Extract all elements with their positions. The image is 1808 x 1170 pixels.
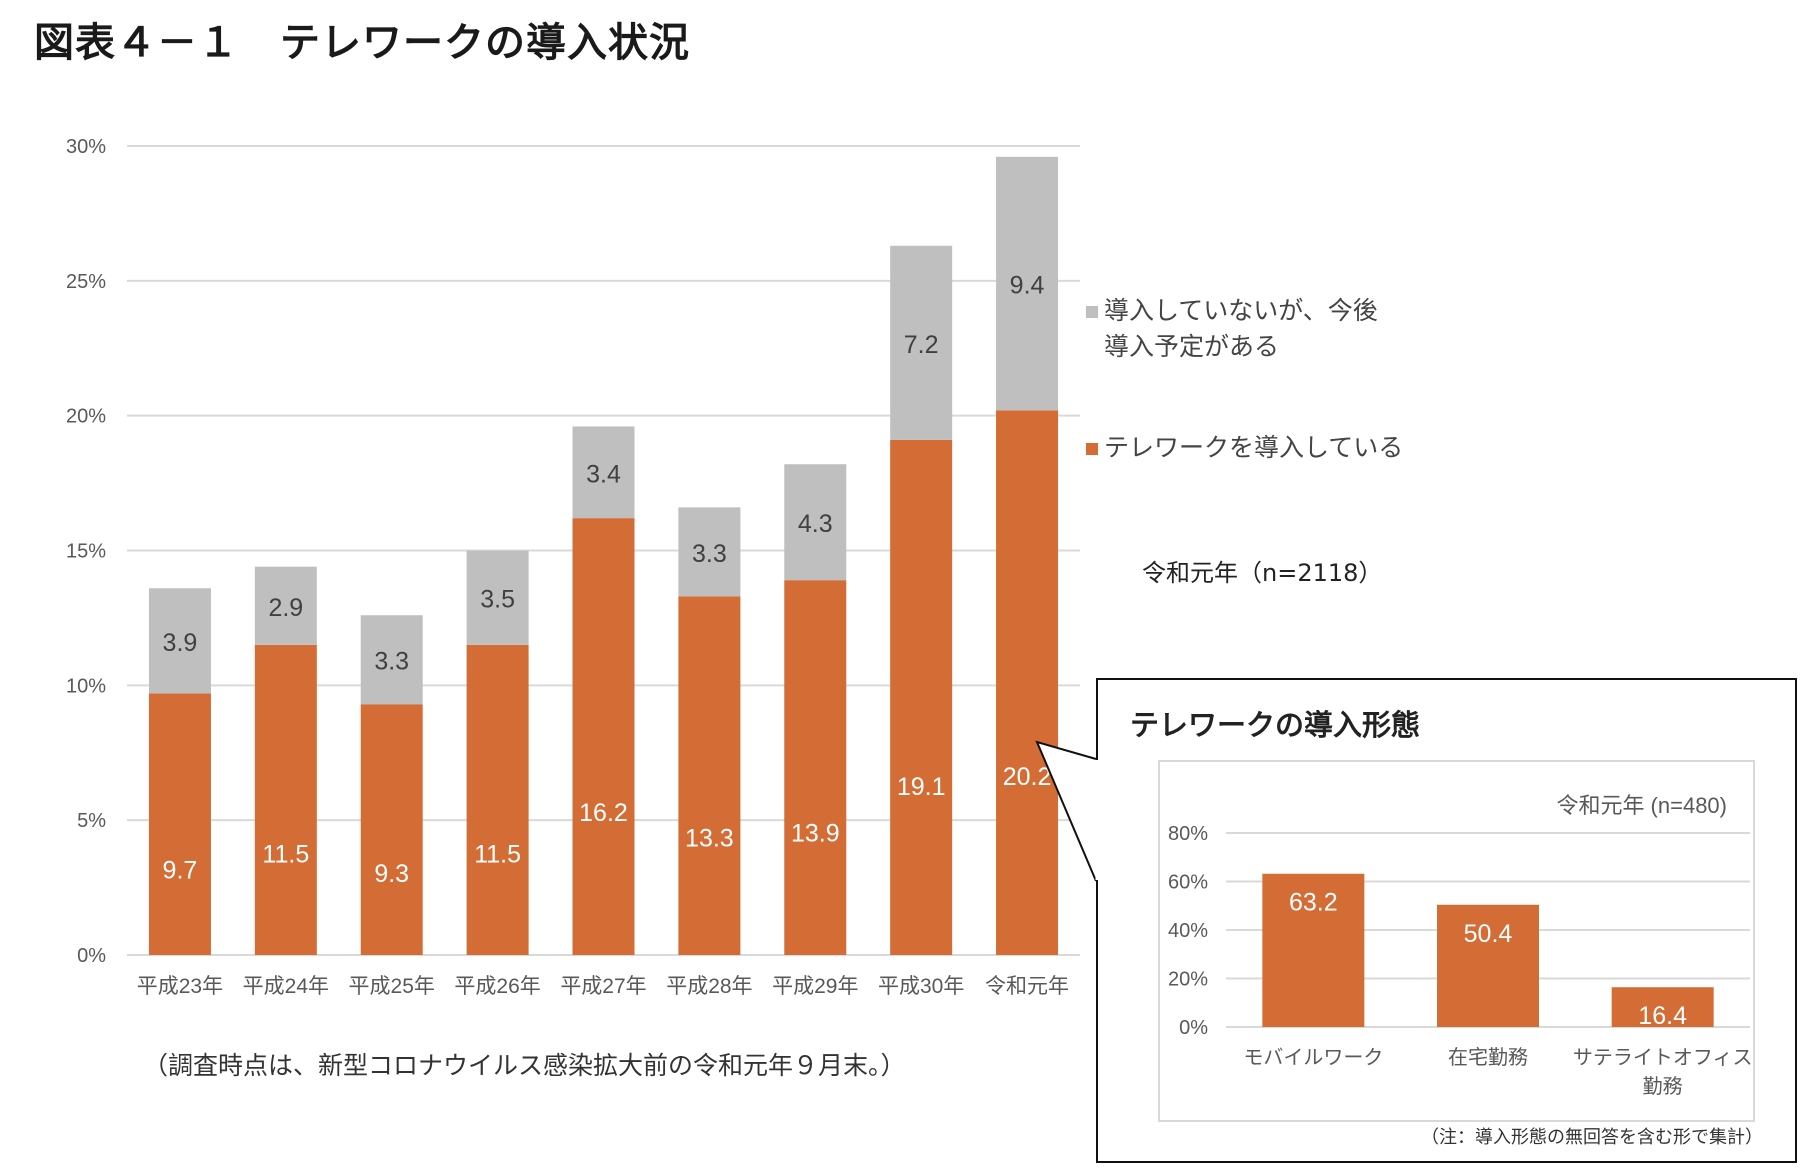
x-tick-label: 令和元年 [985,975,1069,998]
x-tick-label: 平成23年 [137,975,223,998]
data-label: 3.3 [692,540,727,568]
y-tick-label: 60% [1168,872,1208,894]
inset-annotation: 令和元年 (n=480) [1556,793,1727,818]
inset-title: テレワークの導入形態 [1130,708,1421,742]
y-tick-label: 15% [66,541,106,563]
data-label: 13.9 [791,819,840,847]
x-tick-label: 平成29年 [772,975,858,998]
data-label: 63.2 [1289,889,1338,917]
x-tick-label: 勤務 [1643,1075,1683,1098]
y-tick-label: 40% [1168,920,1208,942]
x-tick-label: 平成27年 [560,975,646,998]
data-label: 11.5 [262,841,309,869]
sample-annotation: 令和元年（n=2118） [1142,559,1383,587]
data-label: 11.5 [474,841,521,869]
x-tick-label: 平成30年 [878,975,964,998]
bar-segment [572,426,635,519]
bar-segment [148,693,211,955]
y-tick-label: 0% [77,945,106,967]
legend-label: 導入していないが、今後 [1104,296,1378,325]
bar-segment [466,550,529,645]
legend-swatch-orange [1086,443,1098,455]
legend-label: 導入予定がある [1104,332,1280,361]
bar-segment [678,596,741,955]
data-label: 3.3 [374,648,409,676]
bar [1611,987,1714,1027]
data-label: 9.4 [1010,272,1045,300]
y-tick-label: 25% [66,271,106,293]
bar-segment [254,644,317,955]
bar-segment [784,464,847,581]
x-tick-label: 平成26年 [454,975,540,998]
inset-note: （注：導入形態の無回答を含む形で集計） [1421,1127,1763,1148]
data-label: 20.2 [1003,763,1052,791]
data-label: 16.4 [1638,1002,1687,1030]
data-label: 3.9 [163,629,198,657]
x-tick-label: 平成25年 [349,975,435,998]
x-tick-label: モバイルワーク [1243,1046,1383,1069]
data-label: 7.2 [904,331,939,359]
data-label: 19.1 [897,773,946,801]
bar-segment [360,704,423,955]
data-label: 16.2 [579,799,628,827]
bar-segment [572,518,635,955]
y-tick-label: 80% [1168,823,1208,845]
data-label: 2.9 [268,594,303,622]
x-tick-label: 在宅勤務 [1448,1046,1528,1069]
bar-segment [254,566,317,645]
y-tick-label: 20% [1168,969,1208,991]
bar-segment [996,410,1059,956]
legend-label: テレワークを導入している [1104,433,1404,462]
bar-segment [466,644,529,955]
callout-pointer [1035,740,1097,882]
bar-segment [360,615,423,705]
footnote: （調査時点は、新型コロナウイルス感染拡大前の令和元年９月末。） [143,1051,906,1080]
data-label: 3.5 [480,586,515,614]
bar-segment [890,439,953,956]
x-tick-label: 平成24年 [243,975,329,998]
y-tick-label: 10% [66,675,106,697]
bar [1437,904,1539,1027]
data-label: 50.4 [1464,920,1513,948]
data-label: 3.4 [586,460,621,488]
data-label: 9.3 [374,860,409,888]
bar-segment [148,588,211,694]
bar-segment [996,156,1059,411]
x-tick-label: サテライトオフィス [1573,1047,1753,1069]
bar-segment [890,245,953,440]
y-tick-label: 30% [66,136,106,158]
y-tick-label: 20% [66,406,106,428]
bar-segment [678,507,741,597]
bar [1262,873,1365,1027]
y-tick-label: 0% [1179,1017,1208,1039]
legend-swatch-gray [1086,306,1098,318]
data-label: 13.3 [685,825,734,853]
x-tick-label: 平成28年 [666,975,752,998]
data-label: 9.7 [163,857,198,885]
legend-item-introduced: テレワークを導入している [1086,430,1403,466]
bar-segment [784,580,847,955]
y-tick-label: 5% [77,810,106,832]
figure-title: 図表４－１ テレワークの導入状況 [34,20,690,66]
legend-item-planned: 導入していないが、今後 導入予定がある [1086,293,1378,365]
data-label: 4.3 [798,510,833,538]
